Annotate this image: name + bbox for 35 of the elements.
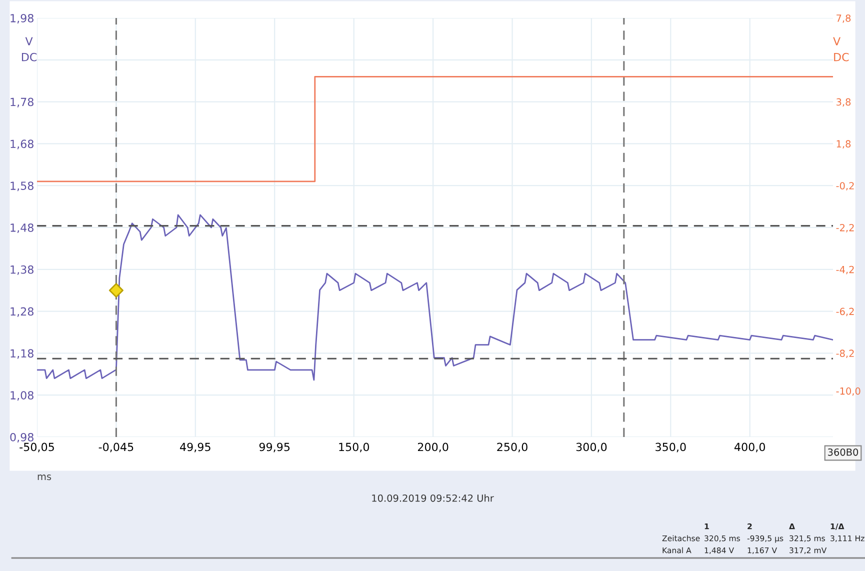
y2-tick-label: -2,2 [836,224,854,232]
x-tick-label: -50,05 [20,442,54,452]
y-axis-title: V DC [22,37,37,62]
y2-tick-label: 1,8 [836,140,851,149]
y-tick-label: 1,78 [10,98,34,108]
line-series [37,214,833,381]
x-tick-label: 150,0 [339,442,370,452]
x-axis-title: ms [38,474,52,480]
y2-tick-label: -6,2 [836,308,854,316]
x-tick-label: 200,0 [418,442,448,452]
y-tick-label: 1,38 [10,265,34,275]
x-tick-label: 350,0 [656,442,686,452]
y2-tick-label: 3,8 [836,98,851,107]
y2-tick-label: -8,2 [836,350,854,358]
text: 360B0 [828,448,858,456]
y2-tick-label: -0,2 [836,182,854,190]
x-tick-label: 250,0 [497,442,528,452]
y-tick-label: 1,08 [10,391,34,401]
y-tick-label: 1,98 [10,14,34,24]
y2-axis-title: V DC [833,37,849,62]
y-tick-label: 0,98 [10,432,34,443]
y2-tick-label: -10,0 [836,387,860,396]
y2-tick-label: -4,2 [836,266,854,274]
x-tick-label: 300,0 [576,442,607,452]
y-tick-label: 1,28 [10,307,34,317]
x-tick-label: 400,0 [734,442,766,452]
x-tick-label: 99,95 [259,442,290,452]
y-tick-label: 1,58 [10,182,34,192]
y-tick-label: 1,48 [10,223,34,234]
x-tick-label: 49,95 [180,442,210,452]
text: 10.09.2019 09:52:42 Uhr [372,494,494,502]
y-tick-label: 1,18 [10,349,34,359]
y-tick-label: 1,68 [10,140,34,150]
x-tick-label: -0,045 [98,442,134,452]
y2-tick-label: 7,8 [836,14,851,23]
